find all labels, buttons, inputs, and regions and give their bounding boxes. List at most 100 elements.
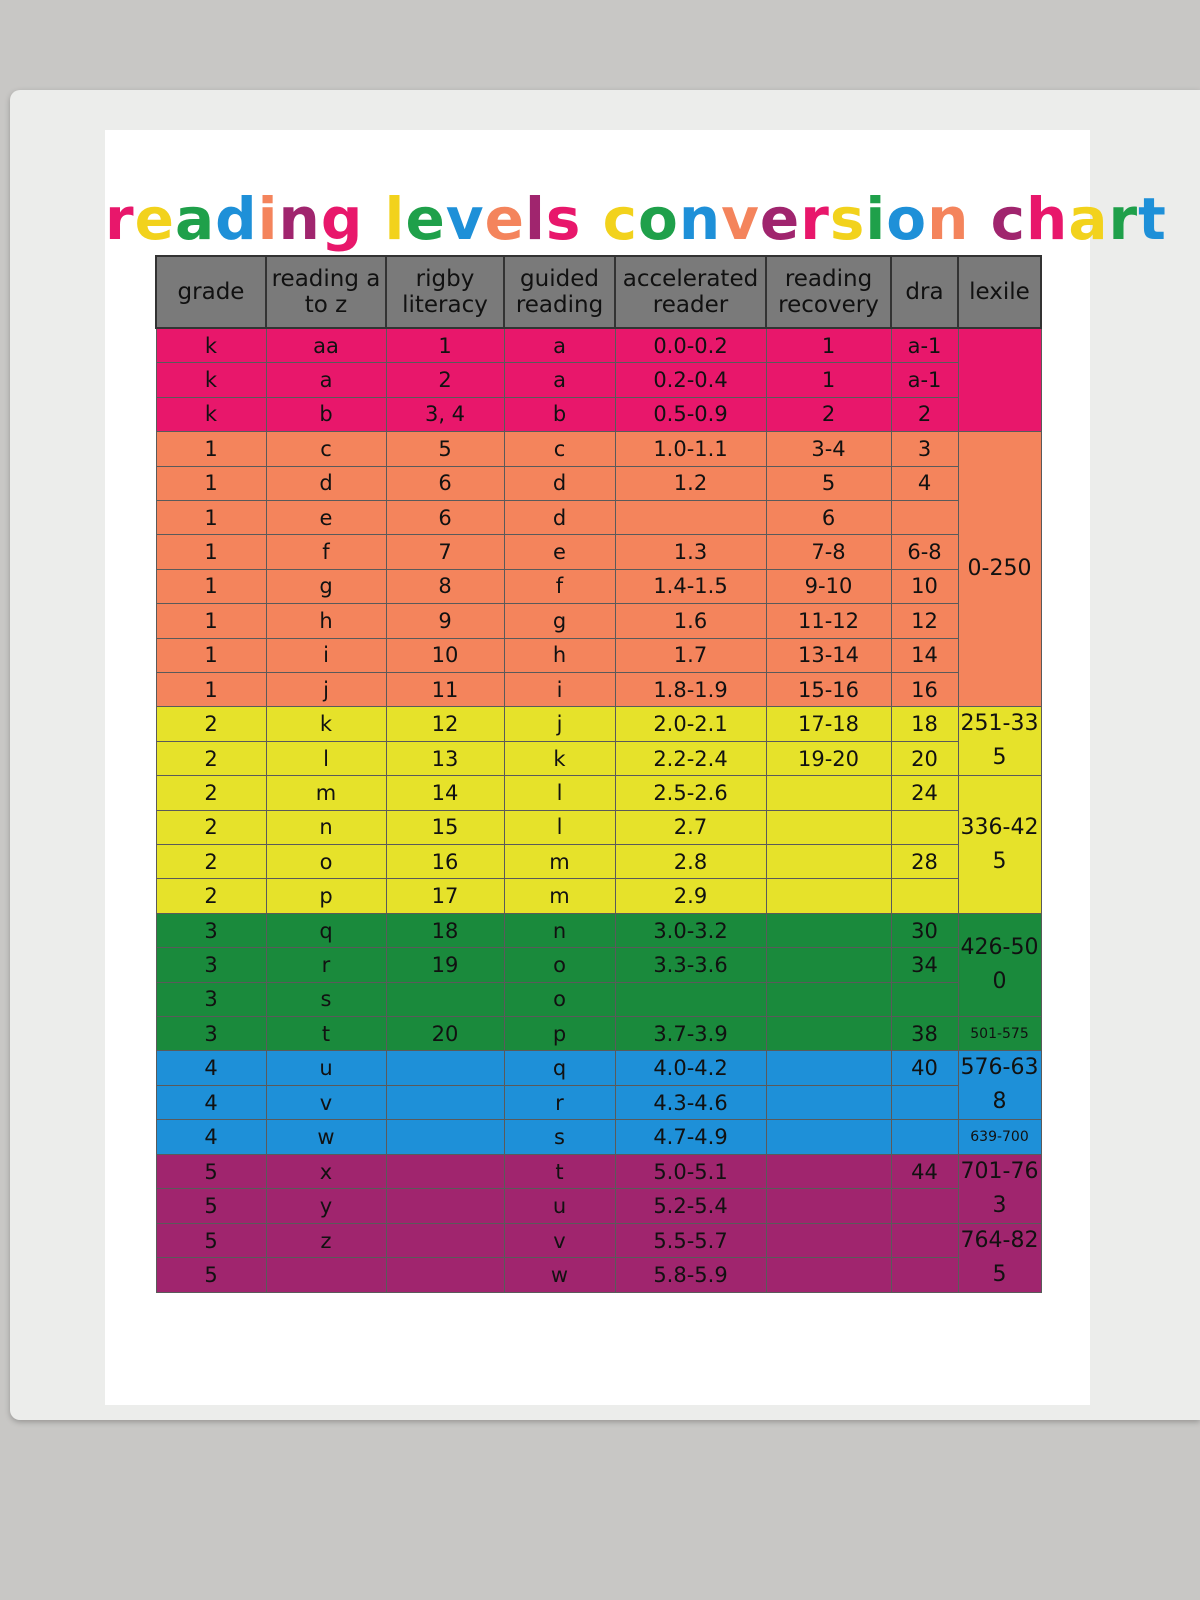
title-letter: e [134,185,175,253]
table-cell: 13 [385,740,505,777]
table-cell: k [503,740,616,777]
table-cell [385,1257,505,1293]
table-cell: a-1 [890,327,959,364]
table-row: 1 g 8 f 1.4-1.5 9-10 10 [155,568,1041,605]
table-cell: 6-8 [890,534,959,570]
table-cell: 4 [155,1084,267,1121]
table-cell: v [265,1084,387,1121]
table-cell: 17-18 [765,706,892,742]
lexile-cell: 764-825 [957,1222,1042,1293]
table-cell: 15 [385,809,505,846]
table-cell: 2.8 [614,844,767,880]
table-cell: p [503,1016,616,1052]
table-cell [765,1257,892,1293]
table-row: 5 x t 5.0-5.1 44 701-763 [155,1153,1042,1224]
table-cell: c [265,431,387,467]
table-cell [265,1257,387,1293]
column-header: rigby literacy [385,255,505,329]
title-letter: d [215,185,258,253]
table-cell: 20 [385,1016,505,1052]
table-cell: 7-8 [765,534,892,570]
table-cell: 2 [155,775,267,811]
table-row: 1 c 5 c 1.0-1.1 3-4 3 0-250 [155,431,1042,708]
table-cell: 5 [155,1188,267,1224]
table-cell [385,1188,505,1224]
table-cell: 18 [385,912,505,949]
table-cell: e [265,499,387,536]
column-header: reading recovery [765,255,892,329]
table-cell: 2 [155,844,267,880]
title-letter: e [484,185,525,253]
title-letter: l [524,185,546,253]
column-header: dra [890,255,959,329]
table-cell [385,1119,505,1155]
table-cell: 2.2-2.4 [614,740,767,777]
table-row: 2 p 17 m 2.9 [155,878,1041,914]
table-cell: 8 [385,568,505,605]
table-cell [890,1084,959,1121]
table-cell: 1.0-1.1 [614,431,767,467]
conversion-table: grade reading a to z rigby literacy guided … [155,255,1042,1293]
table-cell: z [265,1222,387,1259]
table-cell: d [503,465,616,501]
table-row: 2 m 14 l 2.5-2.6 24 336-425 [155,775,1042,914]
table-cell: 3 [155,1016,267,1052]
table-cell: 4 [155,1050,267,1086]
title-letter: r [1108,185,1139,253]
column-header: reading a to z [265,255,387,329]
table-cell: 4.0-4.2 [614,1050,767,1086]
table-cell: 44 [890,1153,959,1190]
table-cell: k [265,706,387,742]
table-row: 2 l 13 k 2.2-2.4 19-20 20 [155,740,1041,777]
lexile-cell: 426-500 [957,912,1042,1018]
table-cell: 2.7 [614,809,767,846]
column-header: lexile [957,255,1042,329]
table-cell: 28 [890,844,959,880]
lexile-cell: 251-335 [957,706,1042,777]
title-letter: n [927,185,970,253]
table-cell: 12 [385,706,505,742]
table-cell: 1 [385,327,505,364]
table-row: 1 f 7 e 1.3 7-8 6-8 [155,534,1041,570]
title-letter: a [1068,185,1109,253]
table-cell: 1.8-1.9 [614,671,767,708]
table-cell: 2 [385,362,505,398]
title-letter: o [637,185,679,253]
table-cell: m [503,844,616,880]
table-cell: o [503,947,616,983]
table-cell [765,1153,892,1190]
table-cell: m [265,775,387,811]
table-cell: 6 [765,499,892,536]
title-letter: v [445,185,485,253]
title-letter: i [257,185,279,253]
table-cell: 3 [890,431,959,467]
table-cell [385,1050,505,1086]
table-cell: k [155,362,267,398]
table-cell [385,1153,505,1190]
table-cell: 1.7 [614,637,767,673]
table-cell: h [503,637,616,673]
table-row: 1 d 6 d 1.2 5 4 [155,465,1041,501]
title-letter: c [602,185,638,253]
table-cell: 2 [155,740,267,777]
table-cell [614,499,767,536]
table-cell: 19 [385,947,505,983]
table-cell: 3 [155,912,267,949]
column-header: guided reading [503,255,616,329]
table-cell: 6 [385,465,505,501]
table-cell: l [265,740,387,777]
table-row: 5 w 5.8-5.9 [155,1257,1041,1293]
table-cell: 16 [385,844,505,880]
table-cell: 5 [155,1257,267,1293]
table-cell: i [503,671,616,708]
table-cell: 1 [155,568,267,605]
table-cell: n [265,809,387,846]
table-cell: a [265,362,387,398]
table-cell [385,1084,505,1121]
table-cell: g [265,568,387,605]
table-cell: g [503,603,616,639]
table-cell: 20 [890,740,959,777]
table-row: 2 o 16 m 2.8 28 [155,844,1041,880]
table-cell: a [503,327,616,364]
